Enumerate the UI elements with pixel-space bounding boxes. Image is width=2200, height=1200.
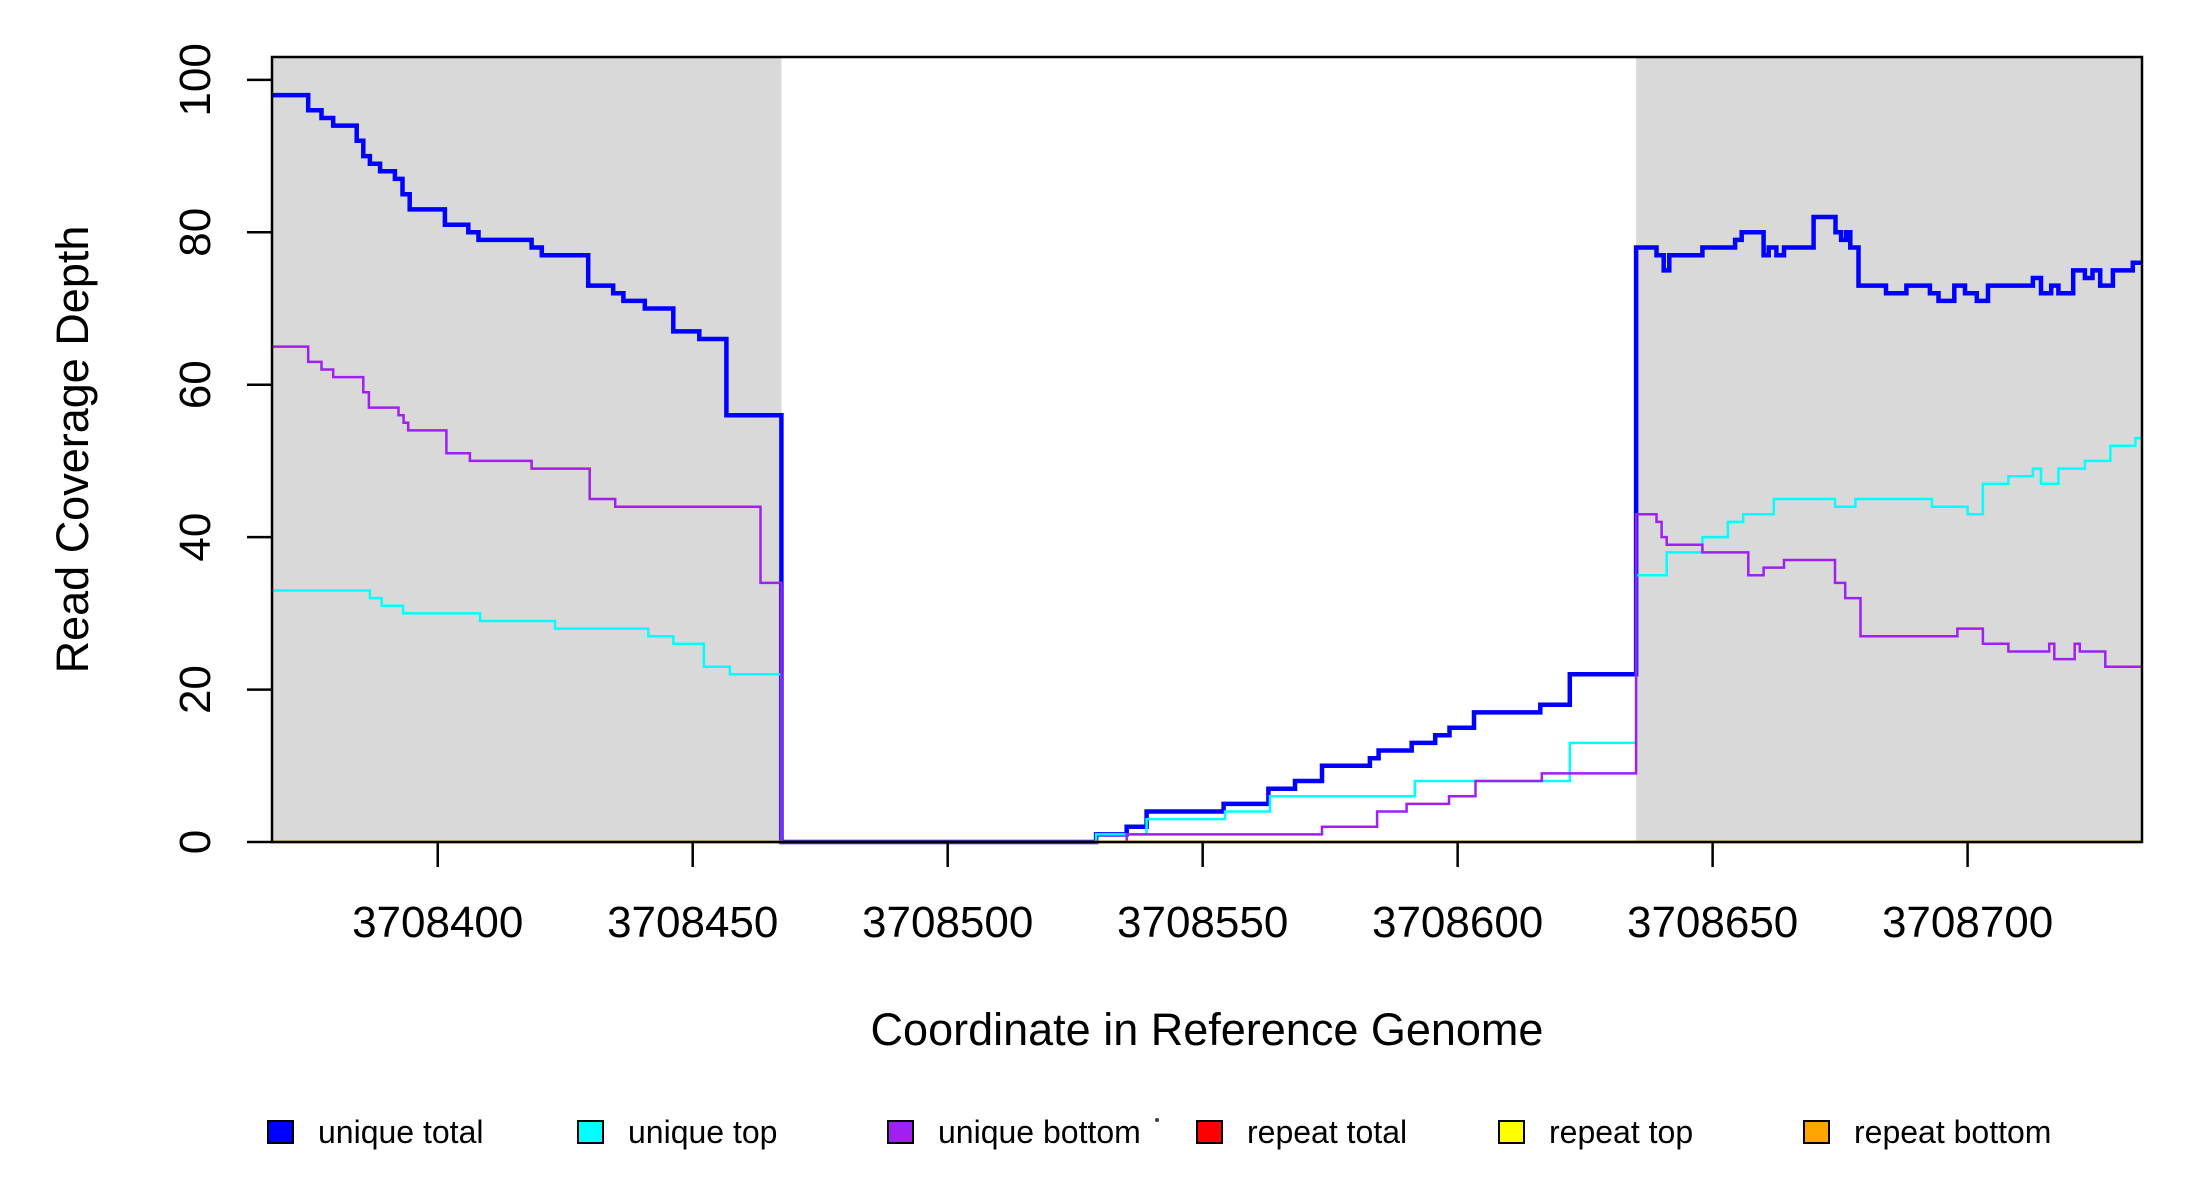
x-tick-label: 3708400 bbox=[352, 898, 523, 947]
axis-ticks bbox=[247, 78, 1969, 867]
y-tick-label: 20 bbox=[171, 665, 220, 714]
legend-swatch-icon bbox=[1196, 1120, 1223, 1144]
legend-item-unique-top: unique top bbox=[577, 1108, 777, 1156]
legend-item-repeat-top: repeat top bbox=[1498, 1108, 1693, 1156]
y-axis-title: Read Coverage Depth bbox=[47, 226, 98, 674]
legend-label: unique top bbox=[628, 1113, 778, 1150]
y-tick-label: 80 bbox=[171, 208, 220, 257]
plot-border bbox=[270, 55, 2144, 844]
legend: unique total unique top unique bottom repea… bbox=[0, 1108, 2200, 1168]
y-tick-label: 0 bbox=[171, 830, 220, 854]
series-unique-bottom bbox=[272, 345, 2142, 844]
legend-item-repeat-bottom: repeat bottom bbox=[1803, 1108, 2051, 1156]
legend-swatch-icon bbox=[1803, 1120, 1830, 1144]
legend-label: repeat total bbox=[1247, 1113, 1408, 1150]
x-tick-label: 3708550 bbox=[1117, 898, 1288, 947]
legend-item-unique-bottom: unique bottom bbox=[887, 1108, 1141, 1156]
legend-swatch-icon bbox=[887, 1120, 914, 1144]
legend-item-unique-total: unique total bbox=[267, 1108, 483, 1156]
legend-label: repeat top bbox=[1549, 1113, 1694, 1150]
y-tick-label: 40 bbox=[171, 513, 220, 562]
shaded-regions bbox=[272, 57, 2142, 842]
y-tick-label: 100 bbox=[171, 43, 220, 116]
x-tick-label: 3708450 bbox=[607, 898, 778, 947]
series-unique-total bbox=[272, 92, 2142, 845]
x-axis-title: Coordinate in Reference Genome bbox=[871, 1004, 1544, 1055]
axis-tick-labels: 3708400 3708450 3708500 3708550 3708600 37086… bbox=[171, 43, 2053, 947]
legend-label: repeat bottom bbox=[1854, 1113, 2052, 1150]
legend-label: unique total bbox=[318, 1113, 484, 1150]
shaded-region-0 bbox=[272, 57, 782, 842]
x-tick-label: 3708700 bbox=[1882, 898, 2053, 947]
stray-point-dot bbox=[1155, 1118, 1159, 1122]
legend-swatch-icon bbox=[267, 1120, 294, 1144]
legend-item-repeat-total: repeat total bbox=[1196, 1108, 1407, 1156]
y-tick-label: 60 bbox=[171, 360, 220, 409]
x-tick-label: 3708500 bbox=[862, 898, 1033, 947]
series-unique-top bbox=[272, 436, 2142, 844]
legend-swatch-icon bbox=[1498, 1120, 1525, 1144]
x-tick-label: 3708650 bbox=[1627, 898, 1798, 947]
legend-swatch-icon bbox=[577, 1120, 604, 1144]
x-tick-label: 3708600 bbox=[1372, 898, 1543, 947]
legend-label: unique bottom bbox=[938, 1113, 1141, 1150]
shaded-region-1 bbox=[1636, 57, 2142, 842]
